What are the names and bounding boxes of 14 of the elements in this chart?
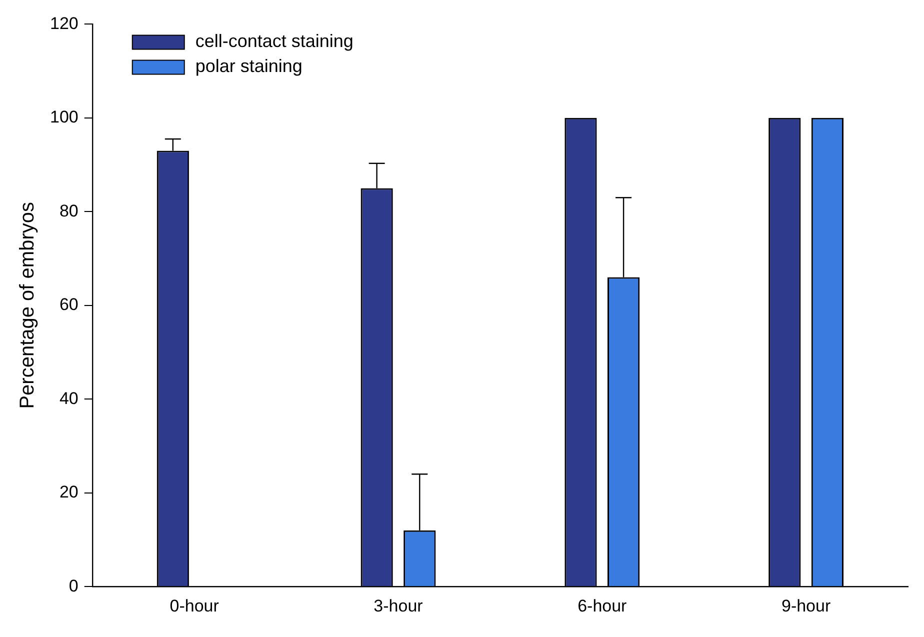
x-tick-label: 9-hour [781, 596, 831, 616]
y-tick-label: 100 [50, 108, 78, 127]
y-tick-label: 120 [50, 14, 78, 33]
x-tick-label: 0-hour [170, 596, 220, 616]
x-tick-label: 3-hour [374, 596, 424, 616]
y-axis-title: Percentage of embryos [16, 202, 39, 409]
y-tick-label: 0 [68, 576, 78, 596]
y-tick-label: 80 [59, 201, 78, 220]
y-tick-label: 20 [59, 482, 78, 502]
x-tick-label: 6-hour [578, 596, 628, 616]
y-tick-label: 40 [59, 388, 78, 408]
legend-label: polar staining [195, 56, 302, 76]
y-tick-label: 60 [59, 295, 78, 314]
legend-label: cell-contact staining [195, 31, 354, 52]
